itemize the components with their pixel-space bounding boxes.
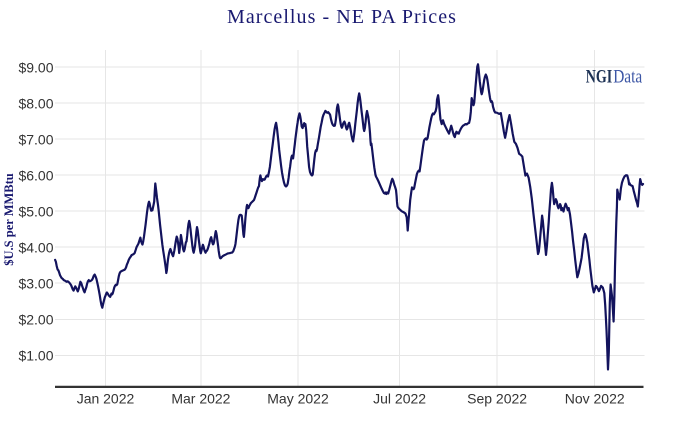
svg-text:$8.00: $8.00 (18, 95, 53, 111)
svg-text:Nov 2022: Nov 2022 (565, 391, 625, 407)
svg-text:Jan 2022: Jan 2022 (77, 391, 135, 407)
svg-text:$9.00: $9.00 (18, 59, 53, 75)
svg-text:$7.00: $7.00 (18, 131, 53, 147)
svg-text:$3.00: $3.00 (18, 276, 53, 292)
svg-text:$2.00: $2.00 (18, 312, 53, 328)
svg-text:NGI: NGI (586, 67, 613, 88)
svg-text:$4.00: $4.00 (18, 240, 53, 256)
svg-text:Sep 2022: Sep 2022 (467, 391, 527, 407)
svg-text:Jul 2022: Jul 2022 (373, 391, 426, 407)
svg-text:$5.00: $5.00 (18, 204, 53, 220)
svg-text:$U.S per MMBtu: $U.S per MMBtu (2, 173, 16, 266)
svg-text:Marcellus - NE PA Prices: Marcellus - NE PA Prices (227, 6, 457, 28)
svg-text:Data: Data (613, 67, 642, 88)
svg-text:Mar 2022: Mar 2022 (171, 391, 230, 407)
svg-text:$1.00: $1.00 (18, 348, 53, 364)
svg-text:May 2022: May 2022 (267, 391, 329, 407)
svg-text:$6.00: $6.00 (18, 167, 53, 183)
